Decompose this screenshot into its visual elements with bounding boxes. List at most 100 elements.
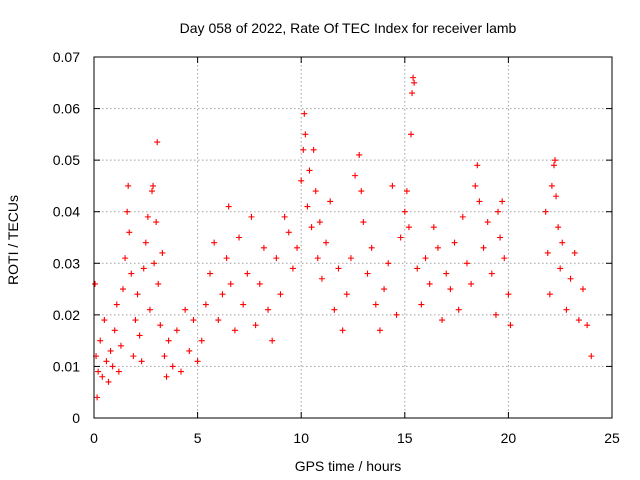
data-point: [358, 188, 365, 195]
data-point: [190, 317, 197, 324]
data-point: [211, 239, 218, 246]
data-point: [92, 280, 99, 287]
data-point: [265, 306, 272, 313]
data-point: [101, 317, 108, 324]
data-point: [202, 301, 209, 308]
data-point: [169, 363, 176, 370]
data-point: [150, 182, 157, 189]
data-point: [447, 286, 454, 293]
data-points: [92, 74, 595, 401]
data-point: [314, 255, 321, 262]
x-tick-label: 25: [604, 430, 620, 446]
y-tick-label: 0.05: [53, 152, 80, 168]
data-point: [244, 270, 251, 277]
data-point: [368, 244, 375, 251]
data-point: [227, 280, 234, 287]
data-point: [109, 363, 116, 370]
data-point: [302, 131, 309, 138]
data-point: [240, 301, 247, 308]
data-point: [163, 373, 170, 380]
y-tick-label: 0.07: [53, 49, 80, 65]
data-point: [501, 255, 508, 262]
data-point: [111, 327, 118, 334]
data-point: [125, 182, 132, 189]
data-point: [364, 270, 371, 277]
data-point: [492, 311, 499, 318]
data-point: [495, 208, 502, 215]
data-point: [343, 291, 350, 298]
data-point: [103, 358, 110, 365]
data-point: [273, 255, 280, 262]
plot-frame: [93, 56, 613, 419]
data-point: [505, 291, 512, 298]
data-point: [308, 224, 315, 231]
data-point: [173, 327, 180, 334]
data-point: [422, 255, 429, 262]
x-axis-label: GPS time / hours: [295, 458, 402, 474]
data-point: [207, 270, 214, 277]
data-point: [95, 368, 102, 375]
data-point: [376, 327, 383, 334]
data-point: [301, 110, 308, 117]
data-point: [476, 198, 483, 205]
y-tick-label: 0.04: [53, 204, 80, 220]
chart-title: Day 058 of 2022, Rate Of TEC Index for r…: [180, 20, 517, 36]
data-point: [331, 306, 338, 313]
data-point: [146, 306, 153, 313]
data-point: [285, 229, 292, 236]
data-point: [117, 342, 124, 349]
data-point: [575, 317, 582, 324]
data-point: [94, 394, 101, 401]
data-point: [310, 146, 317, 153]
data-point: [459, 213, 466, 220]
data-point: [571, 249, 578, 256]
axis-ticks: 0 5 10 15 20 25 0 0.01 0.02 0.03 0.04 0.05 0.06 0.07: [53, 49, 620, 446]
data-point: [115, 368, 122, 375]
data-point: [136, 332, 143, 339]
data-point: [507, 322, 514, 329]
data-point: [463, 260, 470, 267]
data-point: [281, 213, 288, 220]
data-point: [499, 198, 506, 205]
data-point: [550, 162, 557, 169]
data-point: [347, 255, 354, 262]
data-point: [403, 188, 410, 195]
data-point: [497, 234, 504, 241]
data-point: [128, 270, 135, 277]
data-point: [389, 182, 396, 189]
data-point: [186, 347, 193, 354]
data-point: [588, 353, 595, 360]
data-point: [138, 358, 145, 365]
x-tick-label: 15: [397, 430, 413, 446]
data-point: [194, 358, 201, 365]
data-point: [298, 177, 305, 184]
data-point: [219, 291, 226, 298]
data-point: [198, 337, 205, 344]
data-point: [455, 306, 462, 313]
data-point: [260, 244, 267, 251]
data-point: [289, 265, 296, 272]
data-point: [405, 224, 412, 231]
data-point: [159, 249, 166, 256]
data-point: [316, 219, 323, 226]
x-tick-label: 0: [90, 430, 98, 446]
data-point: [401, 208, 408, 215]
data-point: [225, 203, 232, 210]
data-point: [393, 311, 400, 318]
data-point: [385, 260, 392, 267]
data-point: [306, 167, 313, 174]
data-point: [105, 378, 112, 385]
data-point: [236, 234, 243, 241]
data-point: [563, 306, 570, 313]
data-point: [323, 239, 330, 246]
data-point: [559, 239, 566, 246]
y-tick-label: 0.01: [53, 358, 80, 374]
data-point: [339, 327, 346, 334]
data-point: [130, 353, 137, 360]
data-point: [552, 157, 559, 164]
data-point: [231, 327, 238, 334]
data-point: [157, 322, 164, 329]
data-point: [252, 322, 259, 329]
data-point: [555, 224, 562, 231]
